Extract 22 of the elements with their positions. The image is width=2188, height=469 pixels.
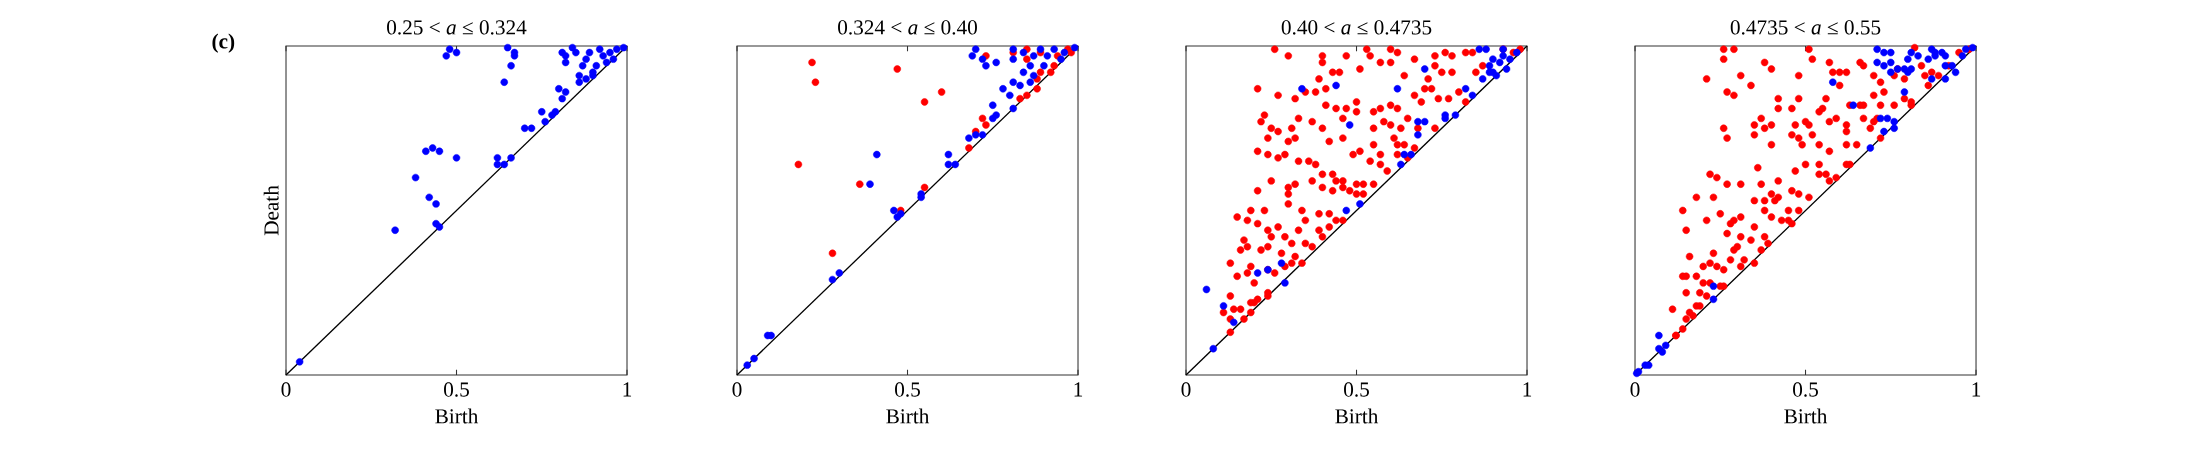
x-tick-label: 0 bbox=[1181, 382, 1191, 397]
chart-title: 0.324 < a ≤ 0.40 bbox=[838, 20, 977, 35]
x-tick-label: 0 bbox=[281, 382, 291, 397]
x-tick-label: 0 bbox=[732, 382, 742, 397]
chart-title: 0.25 < a ≤ 0.324 bbox=[387, 20, 527, 35]
x-tick-label: 1 bbox=[1523, 382, 1532, 397]
x-axis-title: Birth bbox=[1784, 408, 1828, 424]
y-axis-title: Death bbox=[263, 185, 279, 236]
x-axis-title: Birth bbox=[435, 408, 479, 424]
x-tick-label: 1 bbox=[1074, 382, 1083, 397]
x-axis-title: Birth bbox=[1335, 408, 1379, 424]
chart-title: 0.4735 < a ≤ 0.55 bbox=[1730, 20, 1881, 35]
x-tick-label: 1 bbox=[623, 382, 632, 397]
x-axis-title: Birth bbox=[886, 408, 930, 424]
x-tick-label: 0.5 bbox=[1344, 382, 1369, 397]
x-tick-label: 0 bbox=[1630, 382, 1640, 397]
text: (c) bbox=[212, 33, 235, 53]
x-tick-label: 0.5 bbox=[444, 382, 469, 397]
x-tick-label: 0.5 bbox=[1793, 382, 1818, 397]
chart-title: 0.40 < a ≤ 0.4735 bbox=[1281, 20, 1432, 35]
x-tick-label: 0.5 bbox=[895, 382, 920, 397]
x-tick-label: 1 bbox=[1972, 382, 1981, 397]
